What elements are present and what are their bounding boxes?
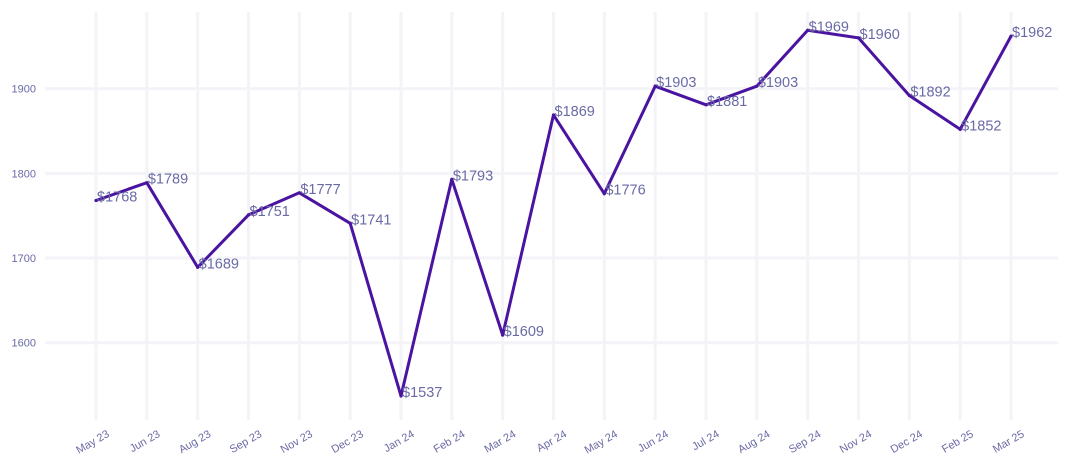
- x-tick-label: May 24: [583, 428, 620, 456]
- data-label: $1768: [97, 189, 137, 205]
- series: [94, 28, 1013, 398]
- x-tick-label: Sep 24: [787, 428, 823, 456]
- data-point: [856, 36, 861, 40]
- x-axis-ticks: May 23 Jun 23 Aug 23 Sep 23 Nov 23 Dec 23 Jan …: [74, 428, 1026, 456]
- data-point: [501, 333, 505, 337]
- data-label: $1903: [656, 75, 696, 91]
- data-point: [551, 113, 556, 117]
- x-tick-label: Dec 23: [329, 428, 365, 456]
- data-point: [907, 93, 911, 98]
- data-point: [348, 221, 352, 225]
- data-labels: $1768 $1789 $1689 $1751 $1777 $1741 $1537 $1793…: [97, 19, 1052, 401]
- x-tick-label: Jan 24: [382, 428, 417, 455]
- data-point: [246, 213, 251, 217]
- data-label: $1741: [351, 212, 391, 228]
- data-point: [399, 394, 403, 398]
- data-point: [94, 198, 98, 203]
- data-label: $1689: [199, 256, 239, 272]
- x-tick-label: Jun 23: [128, 428, 163, 455]
- data-label: $1777: [300, 182, 340, 198]
- x-tick-label: Jun 24: [636, 428, 671, 455]
- x-tick-label: Mar 24: [483, 428, 519, 456]
- data-point: [145, 181, 149, 185]
- x-tick-label: Apr 24: [535, 428, 569, 455]
- data-label: $1789: [148, 172, 188, 188]
- data-point: [602, 192, 606, 196]
- y-tick-label: 1900: [12, 84, 36, 96]
- x-tick-label: Nov 24: [838, 428, 874, 456]
- data-label: $1969: [809, 19, 849, 35]
- y-axis-ticks: 1600 1700 1800 1900: [12, 84, 36, 350]
- x-tick-label: Sep 23: [228, 428, 264, 456]
- x-tick-label: Aug 24: [736, 428, 772, 456]
- data-point: [450, 177, 454, 181]
- y-tick-label: 1700: [12, 253, 36, 265]
- data-point: [958, 127, 962, 131]
- data-label: $1751: [250, 204, 290, 220]
- data-label: $1852: [961, 118, 1001, 134]
- data-point: [1009, 34, 1013, 38]
- data-label: $1793: [453, 168, 493, 184]
- data-label: $1609: [504, 324, 544, 340]
- data-label: $1869: [555, 104, 595, 120]
- data-label: $1962: [1012, 25, 1052, 41]
- x-tick-label: Feb 24: [432, 428, 468, 456]
- data-label: $1776: [605, 183, 645, 199]
- x-tick-label: Mar 25: [991, 428, 1027, 456]
- x-tick-label: Feb 25: [940, 428, 976, 456]
- data-label: $1903: [758, 75, 798, 91]
- x-tick-label: Jul 24: [690, 428, 721, 453]
- data-point: [806, 28, 810, 32]
- x-tick-label: Dec 24: [889, 428, 925, 456]
- x-tick-label: May 23: [74, 428, 111, 456]
- data-label: $1960: [860, 27, 900, 43]
- grid: [45, 12, 1058, 420]
- x-tick-label: Nov 23: [279, 428, 315, 456]
- data-point: [704, 103, 708, 107]
- y-tick-label: 1600: [12, 338, 36, 350]
- x-tick-label: Aug 23: [177, 428, 213, 456]
- data-point: [755, 84, 759, 88]
- data-label: $1537: [402, 385, 442, 401]
- data-point: [653, 84, 657, 88]
- data-label: $1892: [910, 84, 950, 100]
- data-point: [196, 265, 200, 269]
- data-label: $1881: [707, 94, 747, 110]
- data-point: [297, 191, 301, 195]
- y-tick-label: 1800: [12, 168, 36, 180]
